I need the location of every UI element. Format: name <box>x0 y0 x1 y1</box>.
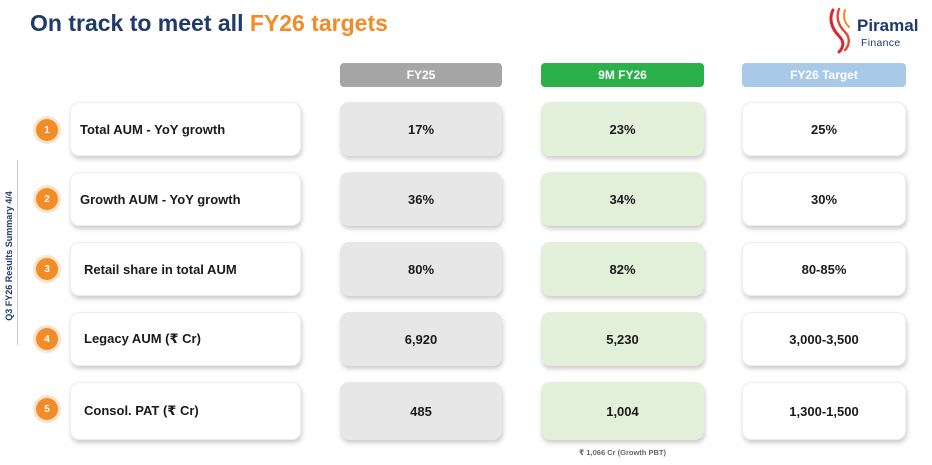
row-label: Legacy AUM (₹ Cr) <box>70 312 301 366</box>
footnote: ₹ 1,066 Cr (Growth PBT) <box>579 448 666 457</box>
title-prefix: On track to meet all <box>30 10 250 36</box>
value-fy25: 485 <box>340 382 502 440</box>
value-9m-fy26: 23% <box>541 102 704 156</box>
value-9m-fy26: 1,004 <box>541 382 704 440</box>
row-number-badge: 4 <box>36 328 58 350</box>
value-fy26-target: 25% <box>742 102 906 156</box>
title-highlight: FY26 targets <box>249 10 388 36</box>
row-number-badge: 2 <box>36 188 58 210</box>
value-fy26-target: 30% <box>742 172 906 226</box>
logo-sub: Finance <box>861 37 901 49</box>
piramal-logo: Piramal Finance <box>825 6 925 54</box>
header-fy26-target: FY26 Target <box>742 63 906 87</box>
value-fy26-target: 1,300-1,500 <box>742 382 906 440</box>
row-label: Total AUM - YoY growth <box>70 102 301 156</box>
value-fy26-target: 80-85% <box>742 242 906 296</box>
row-label: Retail share in total AUM <box>70 242 301 296</box>
row-number-badge: 5 <box>36 398 58 420</box>
row-label: Growth AUM - YoY growth <box>70 172 301 226</box>
value-9m-fy26: 82% <box>541 242 704 296</box>
value-9m-fy26: 5,230 <box>541 312 704 366</box>
row-label: Consol. PAT (₹ Cr) <box>70 382 301 440</box>
logo-name: Piramal <box>857 16 919 35</box>
side-label: Q3 FY26 Results Summary 4/4 <box>2 170 16 342</box>
row-number-badge: 3 <box>36 258 58 280</box>
value-9m-fy26: 34% <box>541 172 704 226</box>
row-number-badge: 1 <box>36 119 58 141</box>
header-fy25: FY25 <box>340 63 502 87</box>
side-divider <box>17 160 18 345</box>
header-9m-fy26: 9M FY26 <box>541 63 704 87</box>
value-fy25: 17% <box>340 102 502 156</box>
value-fy25: 6,920 <box>340 312 502 366</box>
value-fy25: 36% <box>340 172 502 226</box>
side-label-text: Q3 FY26 Results Summary 4/4 <box>4 191 14 321</box>
value-fy25: 80% <box>340 242 502 296</box>
value-fy26-target: 3,000-3,500 <box>742 312 906 366</box>
piramal-logo-icon <box>829 7 850 54</box>
page-title: On track to meet all FY26 targets <box>30 10 388 37</box>
